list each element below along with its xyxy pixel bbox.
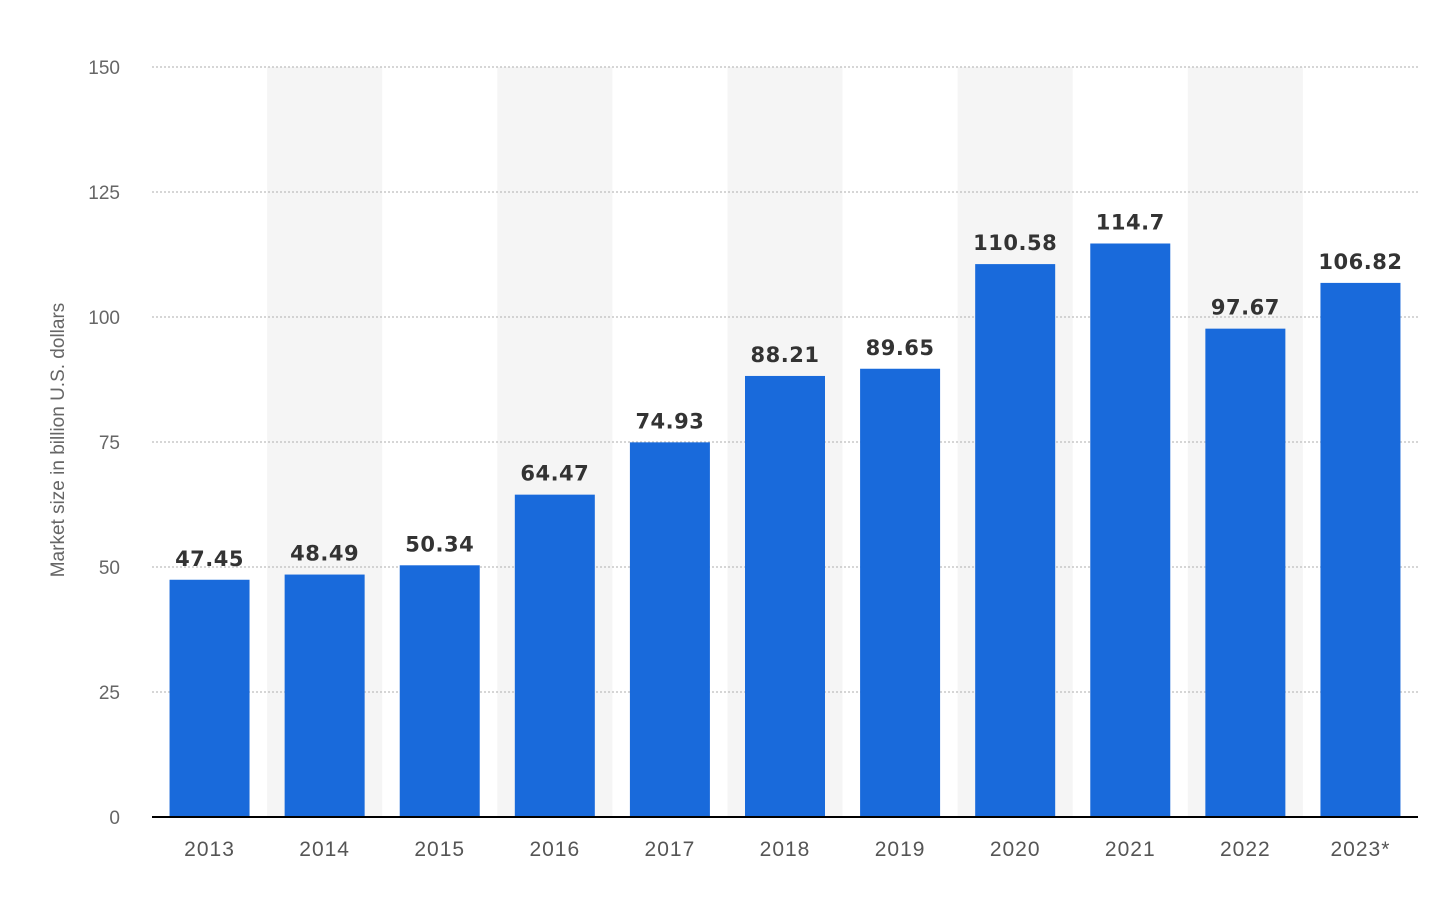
- bar-2018[interactable]: [745, 375, 825, 817]
- bar-2014[interactable]: [284, 574, 365, 817]
- y-axis-title: Market size in billion U.S. dollars: [48, 303, 69, 578]
- x-tick-label: 2016: [529, 838, 580, 861]
- y-axis-ticks: 0 25 50 75 100 125 150: [88, 58, 120, 829]
- bar-2019[interactable]: [860, 368, 941, 817]
- bar-2023[interactable]: [1320, 282, 1401, 817]
- y-tick-label: 50: [99, 558, 120, 579]
- data-label: 114.7: [1096, 211, 1165, 235]
- data-label: 47.45: [175, 547, 244, 571]
- x-tick-label: 2015: [414, 838, 465, 861]
- data-label: 88.21: [751, 343, 820, 367]
- y-tick-label: 75: [99, 433, 120, 454]
- data-label: 110.58: [973, 231, 1057, 255]
- data-label: 48.49: [290, 542, 359, 566]
- y-tick-label: 150: [88, 58, 120, 79]
- x-tick-label: 2018: [760, 838, 811, 861]
- y-tick-label: 25: [99, 683, 120, 704]
- bar-2020[interactable]: [975, 264, 1056, 818]
- data-labels: 47.45 48.49 50.34 64.47 74.93 88.21 89.65 110.5…: [175, 211, 1402, 571]
- data-label: 50.34: [405, 532, 474, 556]
- bar-2021[interactable]: [1090, 243, 1171, 818]
- x-tick-label: 2020: [990, 838, 1041, 861]
- x-tick-label: 2022: [1220, 838, 1271, 861]
- x-axis-ticks: 2013 2014 2015 2016 2017 2018 2019 2020 2021 2022…: [184, 838, 1391, 861]
- bar-2016[interactable]: [514, 494, 595, 817]
- data-label: 97.67: [1211, 296, 1280, 320]
- data-label: 64.47: [520, 462, 589, 486]
- x-tick-label: 2021: [1105, 838, 1156, 861]
- y-tick-label: 0: [109, 808, 120, 829]
- x-tick-label: 2023*: [1331, 838, 1391, 861]
- x-tick-label: 2013: [184, 838, 235, 861]
- bar-2022[interactable]: [1205, 328, 1286, 817]
- bar-2013[interactable]: [169, 579, 250, 817]
- x-tick-label: 2019: [875, 838, 926, 861]
- bar-2015[interactable]: [399, 565, 480, 817]
- y-tick-label: 100: [88, 308, 120, 329]
- y-tick-label: 125: [88, 183, 120, 204]
- x-tick-label: 2014: [299, 838, 350, 861]
- bar-2017[interactable]: [629, 442, 710, 817]
- data-label: 89.65: [866, 336, 935, 360]
- data-label: 106.82: [1318, 250, 1402, 274]
- data-label: 74.93: [635, 409, 704, 433]
- bars: [169, 243, 1401, 818]
- x-tick-label: 2017: [645, 838, 696, 861]
